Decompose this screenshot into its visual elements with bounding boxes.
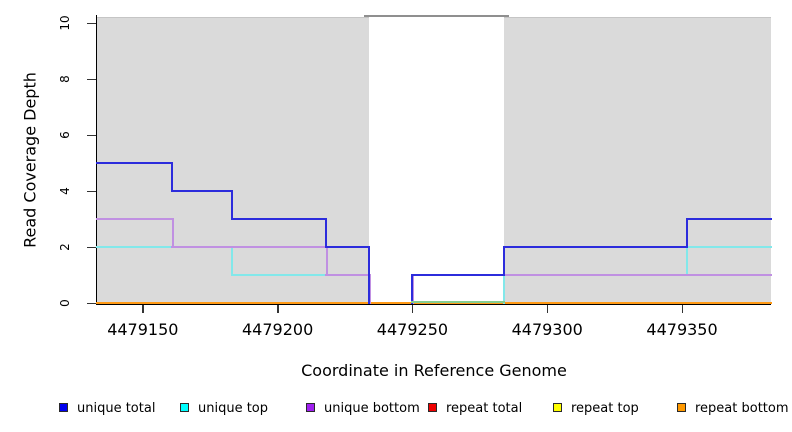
unique-total-line <box>411 274 414 304</box>
x-tick <box>546 304 549 313</box>
legend-label: unique total <box>77 401 156 416</box>
unique-bottom-line <box>411 274 772 276</box>
gap-top-line <box>364 14 510 17</box>
y-tick <box>87 302 96 304</box>
unique-top-line <box>686 246 772 248</box>
legend-label: repeat bottom <box>695 401 789 416</box>
x-tick-label: 4479250 <box>376 320 449 339</box>
unique-total-line <box>96 162 174 164</box>
unique-top-line <box>96 246 233 248</box>
x-tick <box>142 304 144 313</box>
unique-top-line <box>686 246 689 276</box>
legend-label: unique bottom <box>324 401 420 416</box>
legend-swatch-icon <box>677 403 686 412</box>
unique-total-line <box>230 190 233 220</box>
legend: unique total unique top unique bottom repea… <box>0 401 792 421</box>
y-tick-label: 6 <box>58 131 72 139</box>
x-tick <box>277 304 279 313</box>
legend-label: repeat top <box>571 401 639 416</box>
y-tick-label: 8 <box>58 75 72 83</box>
legend-label: repeat total <box>446 401 523 416</box>
x-axis-line <box>97 303 771 305</box>
unique-total-line <box>503 246 506 276</box>
unique-bottom-line <box>326 246 329 276</box>
y-tick-label: 0 <box>58 299 72 307</box>
unique-bottom-line <box>325 274 371 276</box>
x-tick-label: 4479350 <box>646 320 718 339</box>
unique-total-line <box>171 190 233 192</box>
overlap-segment <box>411 301 506 303</box>
y-tick <box>87 134 96 136</box>
unique-total-line <box>503 246 689 248</box>
y-axis-line <box>95 15 97 305</box>
y-axis-title: Read Coverage Depth <box>20 72 40 248</box>
unique-total-line <box>325 246 371 248</box>
legend-swatch-icon <box>306 403 315 412</box>
y-tick-label: 4 <box>58 187 72 195</box>
shaded-region-left <box>97 17 370 305</box>
unique-top-line <box>503 274 506 304</box>
unique-total-line <box>686 218 689 248</box>
y-tick <box>87 22 96 24</box>
unique-bottom-line <box>369 274 372 304</box>
unique-bottom-line <box>171 246 328 248</box>
legend-swatch-icon <box>59 403 68 412</box>
x-tick-label: 4479200 <box>241 320 314 339</box>
unique-total-line <box>171 162 174 192</box>
legend-swatch-icon <box>553 403 562 412</box>
shaded-region-right <box>504 17 771 305</box>
y-tick <box>87 190 96 192</box>
unique-top-line <box>230 274 371 276</box>
x-tick <box>681 304 684 313</box>
unique-bottom-line <box>96 218 174 220</box>
y-tick <box>87 246 96 248</box>
unique-total-line <box>411 274 506 276</box>
unique-total-line <box>686 218 772 220</box>
y-tick-label: 2 <box>58 243 72 251</box>
repeat-bottom-line <box>96 302 772 304</box>
x-axis-title: Coordinate in Reference Genome <box>301 361 567 380</box>
x-tick-label: 4479300 <box>511 320 583 339</box>
x-tick <box>411 304 414 313</box>
unique-total-line <box>325 218 328 248</box>
unique-total-line <box>230 218 328 220</box>
legend-swatch-icon <box>180 403 189 412</box>
y-tick <box>87 78 96 80</box>
unique-bottom-line <box>412 274 415 304</box>
y-tick-label: 10 <box>58 15 72 31</box>
unique-bottom-line <box>172 218 175 248</box>
unique-top-line <box>230 246 233 276</box>
unique-total-line <box>368 246 371 304</box>
x-tick-label: 4479150 <box>107 320 179 339</box>
legend-label: unique top <box>198 401 269 416</box>
legend-swatch-icon <box>428 403 437 412</box>
